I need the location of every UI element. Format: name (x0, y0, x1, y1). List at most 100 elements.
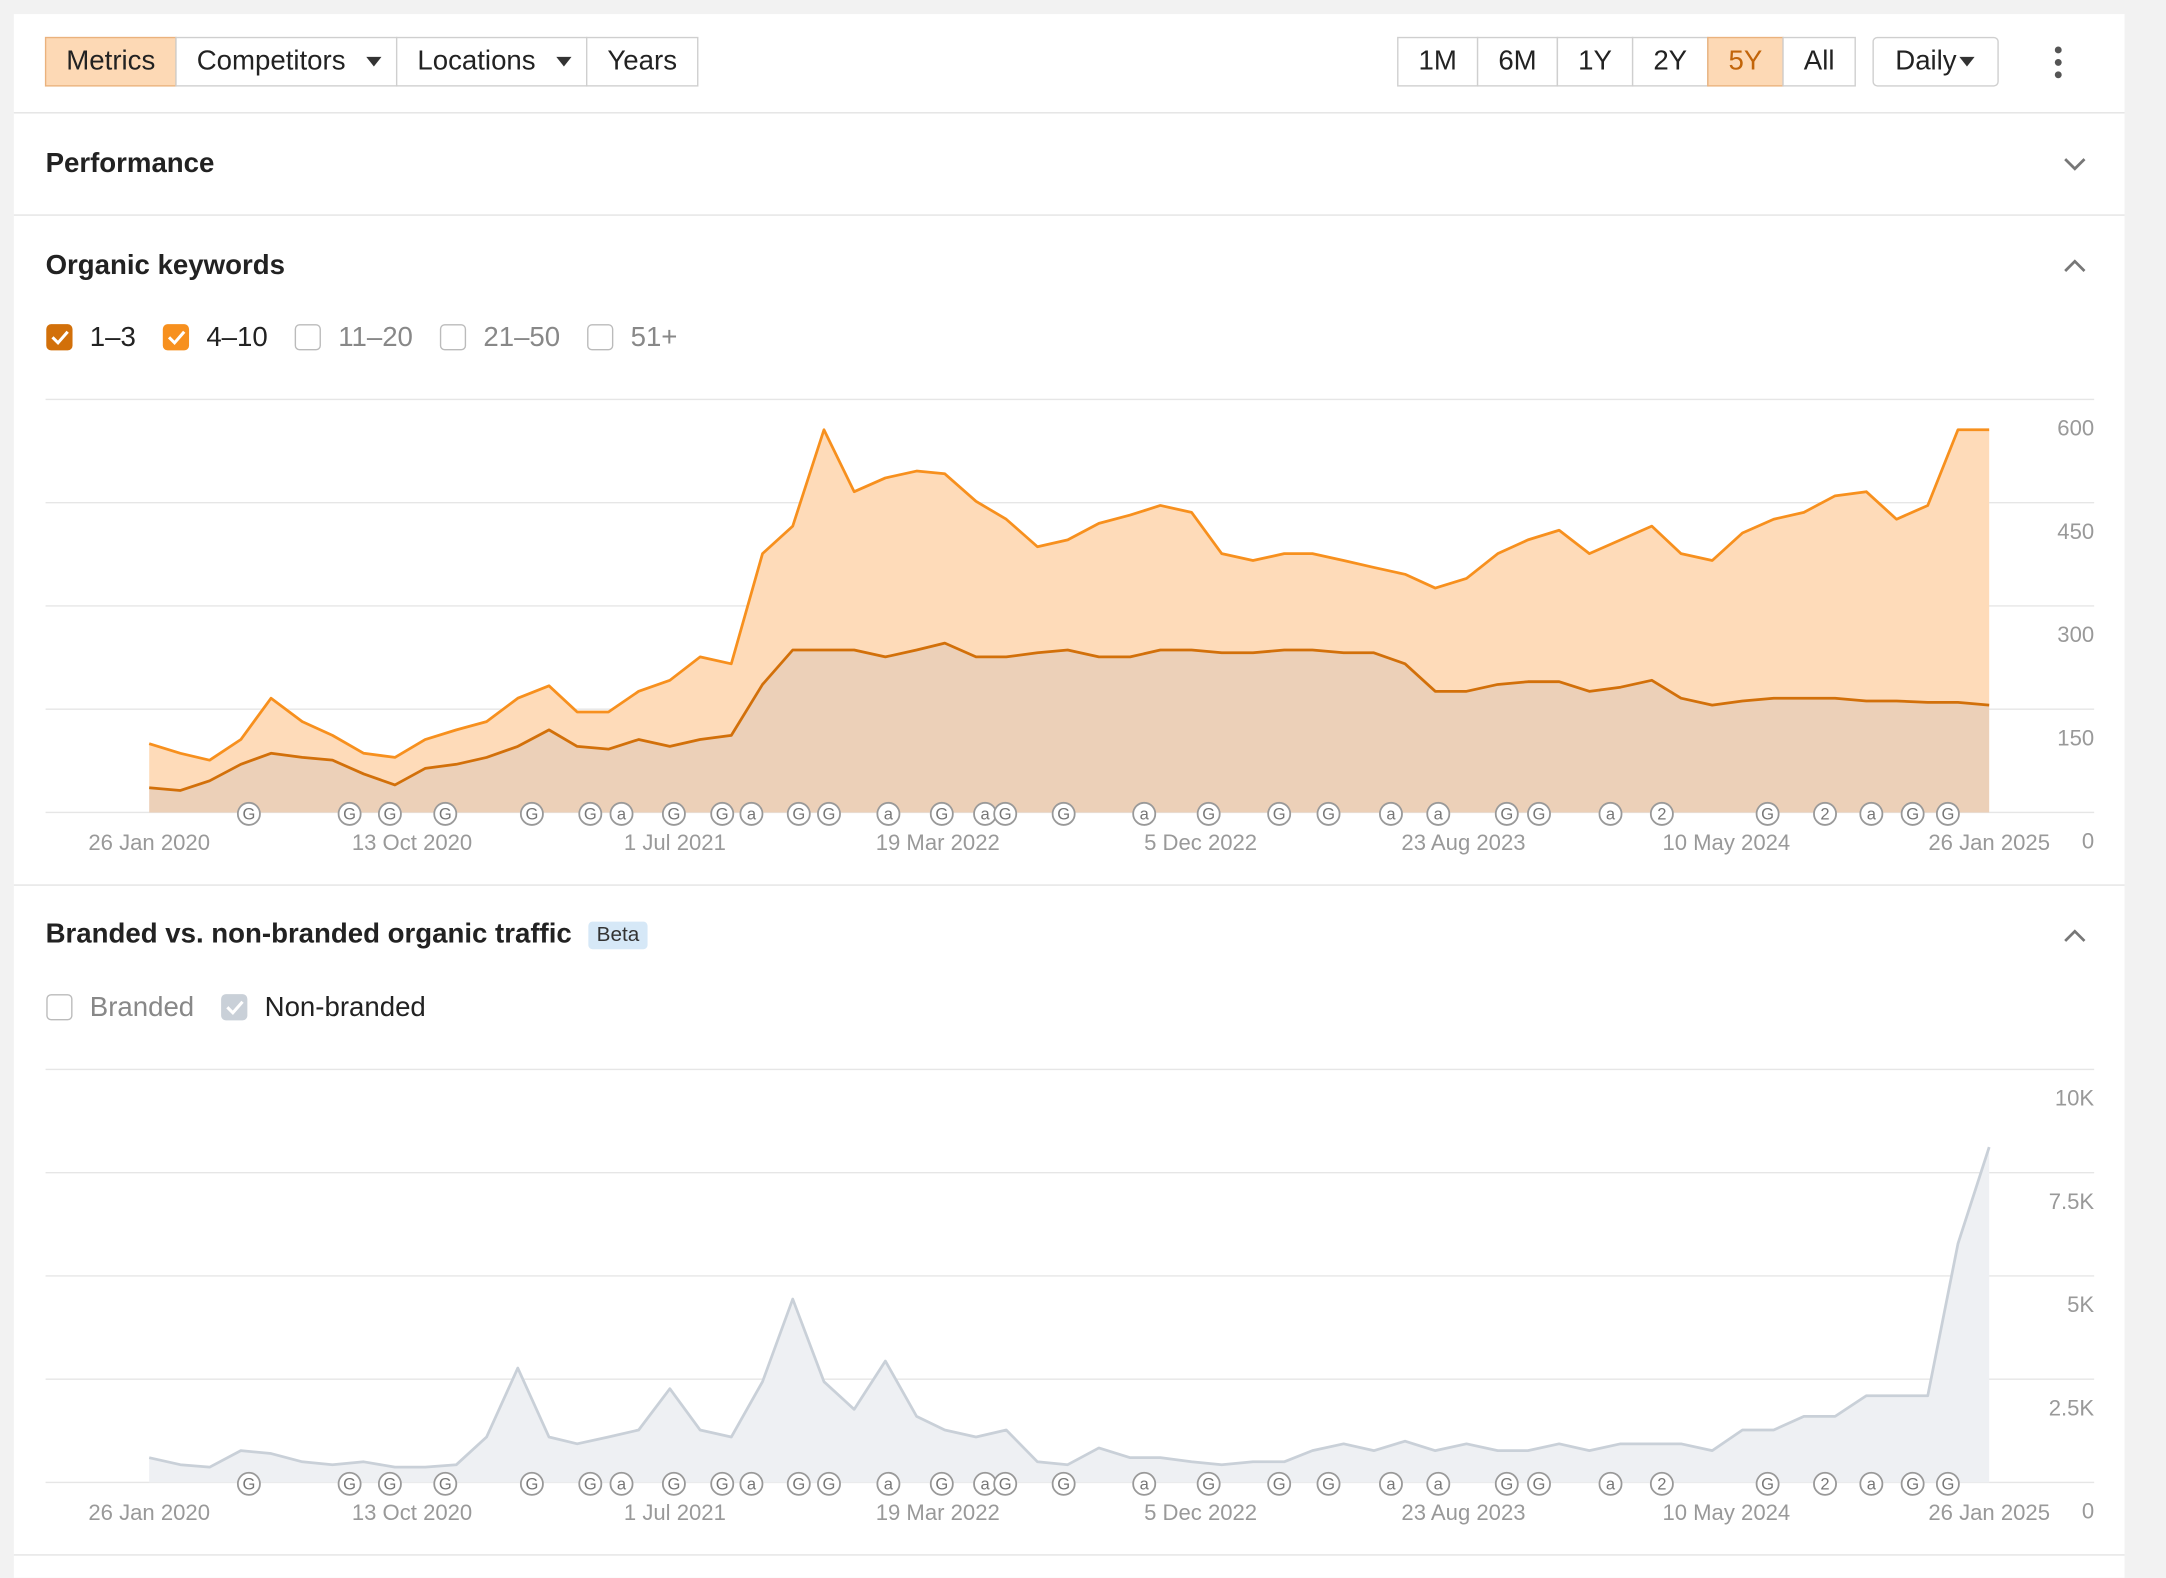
event-marker[interactable] (993, 1471, 1018, 1496)
event-label: G (1202, 1475, 1215, 1494)
event-marker[interactable] (578, 801, 603, 826)
series-line (148, 428, 1990, 762)
event-marker[interactable] (929, 801, 954, 826)
range-button[interactable] (1476, 36, 1559, 87)
event-label: G (1906, 1475, 1919, 1494)
x-tick-label: 1 Jul 2021 (624, 1500, 726, 1525)
y-tick-label: 2.5K (2049, 1395, 2095, 1420)
event-marker[interactable] (337, 1471, 362, 1496)
range-button[interactable] (1397, 36, 1479, 87)
legend-checkbox[interactable] (46, 994, 73, 1021)
event-marker[interactable] (876, 1471, 901, 1496)
event-marker[interactable] (1132, 1471, 1157, 1496)
event-marker[interactable] (817, 1471, 841, 1496)
event-marker[interactable] (1900, 801, 1925, 826)
event-marker[interactable] (1527, 1471, 1551, 1496)
range-button[interactable] (1556, 36, 1634, 87)
event-marker[interactable] (1316, 801, 1341, 826)
event-marker[interactable] (1379, 801, 1403, 826)
chevron-up[interactable] (2064, 929, 2086, 942)
event-marker[interactable] (661, 801, 686, 826)
checkmark (167, 330, 186, 346)
event-marker[interactable] (1267, 1471, 1292, 1496)
event-marker[interactable] (1196, 1471, 1221, 1496)
event-marker[interactable] (739, 1471, 764, 1496)
event-label: G (343, 1475, 356, 1494)
event-marker[interactable] (609, 1471, 634, 1496)
event-marker[interactable] (786, 1471, 811, 1496)
event-marker[interactable] (1755, 1471, 1780, 1496)
event-marker[interactable] (710, 1471, 735, 1496)
event-marker[interactable] (1900, 1471, 1925, 1496)
range-button[interactable] (1782, 36, 1856, 87)
legend-checkbox[interactable] (46, 324, 73, 351)
menu-dot[interactable] (2054, 46, 2062, 54)
event-label: a (1606, 805, 1616, 824)
event-marker[interactable] (519, 801, 544, 826)
menu-dot[interactable] (2054, 58, 2062, 66)
event-marker[interactable] (1935, 1471, 1960, 1496)
dropdown-arrow (556, 56, 572, 67)
event-marker[interactable] (817, 801, 841, 826)
event-marker[interactable] (1426, 1471, 1451, 1496)
event-marker[interactable] (1426, 801, 1451, 826)
event-marker[interactable] (1813, 801, 1837, 826)
legend-checkbox[interactable] (587, 324, 614, 351)
event-marker[interactable] (1859, 801, 1884, 826)
event-marker[interactable] (433, 1471, 458, 1496)
event-marker[interactable] (1494, 1471, 1519, 1496)
event-marker[interactable] (876, 801, 901, 826)
event-marker[interactable] (1196, 801, 1221, 826)
event-marker[interactable] (1649, 1471, 1674, 1496)
event-marker[interactable] (1494, 801, 1519, 826)
event-marker[interactable] (377, 1471, 402, 1496)
event-marker[interactable] (578, 1471, 603, 1496)
interval-dropdown[interactable] (1872, 36, 1999, 87)
event-marker[interactable] (1051, 801, 1076, 826)
legend-checkbox[interactable] (294, 324, 321, 351)
event-marker[interactable] (1598, 801, 1623, 826)
event-marker[interactable] (1316, 1471, 1341, 1496)
event-label: G (667, 805, 680, 824)
event-marker[interactable] (433, 801, 458, 826)
event-marker[interactable] (609, 801, 634, 826)
event-marker[interactable] (1527, 801, 1551, 826)
event-label: a (747, 1475, 757, 1494)
event-marker[interactable] (1379, 1471, 1403, 1496)
event-marker[interactable] (1598, 1471, 1623, 1496)
event-marker[interactable] (519, 1471, 544, 1496)
event-marker[interactable] (1267, 801, 1292, 826)
tab-button[interactable] (586, 36, 699, 87)
menu-dot[interactable] (2054, 71, 2062, 79)
chevron-up[interactable] (2064, 259, 2086, 272)
legend-label: 4–10 (206, 321, 267, 352)
event-label: G (1057, 1475, 1070, 1494)
event-marker[interactable] (1051, 1471, 1076, 1496)
range-label: 1Y (1578, 45, 1612, 76)
legend-checkbox[interactable] (162, 324, 190, 351)
event-marker[interactable] (739, 801, 764, 826)
event-marker[interactable] (786, 801, 811, 826)
event-label: a (1140, 1475, 1150, 1494)
event-label: a (1140, 805, 1150, 824)
event-marker[interactable] (661, 1471, 686, 1496)
event-marker[interactable] (1813, 1471, 1837, 1496)
range-label: All (1804, 45, 1835, 76)
tab-button[interactable] (175, 36, 398, 87)
event-marker[interactable] (710, 801, 735, 826)
range-button[interactable] (1707, 36, 1784, 87)
event-marker[interactable] (337, 801, 362, 826)
event-marker[interactable] (1935, 801, 1960, 826)
legend-checkbox[interactable] (439, 324, 467, 351)
event-marker[interactable] (236, 1471, 261, 1496)
event-marker[interactable] (1132, 801, 1157, 826)
event-marker[interactable] (993, 801, 1018, 826)
event-marker[interactable] (1859, 1471, 1884, 1496)
legend-checkbox[interactable] (221, 994, 248, 1021)
event-marker[interactable] (1649, 801, 1674, 826)
event-marker[interactable] (1755, 801, 1780, 826)
event-marker[interactable] (377, 801, 402, 826)
chevron-down[interactable] (2064, 158, 2086, 171)
event-marker[interactable] (929, 1471, 954, 1496)
event-marker[interactable] (236, 801, 261, 826)
